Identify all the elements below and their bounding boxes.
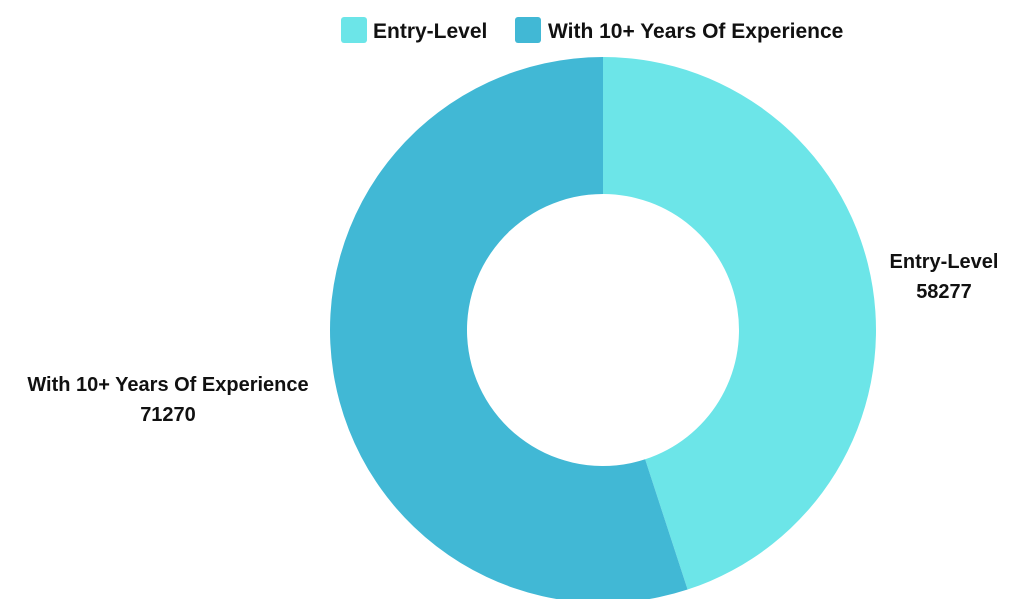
legend-item-entry-level[interactable]: Entry-Level — [341, 17, 487, 43]
slice-entry-level[interactable] — [603, 57, 876, 590]
legend-label-with-10-years: With 10+ Years Of Experience — [548, 20, 843, 43]
slice-label-with-10-years-name: With 10+ Years Of Experience — [27, 374, 308, 396]
legend: Entry-Level With 10+ Years Of Experience — [341, 17, 843, 43]
slice-with-10-years-of-experience[interactable] — [329, 57, 688, 603]
legend-swatch-entry-level — [341, 17, 367, 43]
legend-item-with-10-years[interactable]: With 10+ Years Of Experience — [515, 17, 843, 43]
donut-slices — [329, 57, 876, 603]
slice-label-with-10-years-value: 71270 — [140, 404, 196, 426]
slice-label-entry-level-name: Entry-Level — [890, 251, 999, 273]
slice-label-entry-level-value: 58277 — [916, 281, 972, 303]
slice-labels: Entry-Level 58277 With 10+ Years Of Expe… — [27, 251, 998, 426]
legend-label-entry-level: Entry-Level — [373, 20, 487, 43]
legend-swatch-with-10-years — [515, 17, 541, 43]
